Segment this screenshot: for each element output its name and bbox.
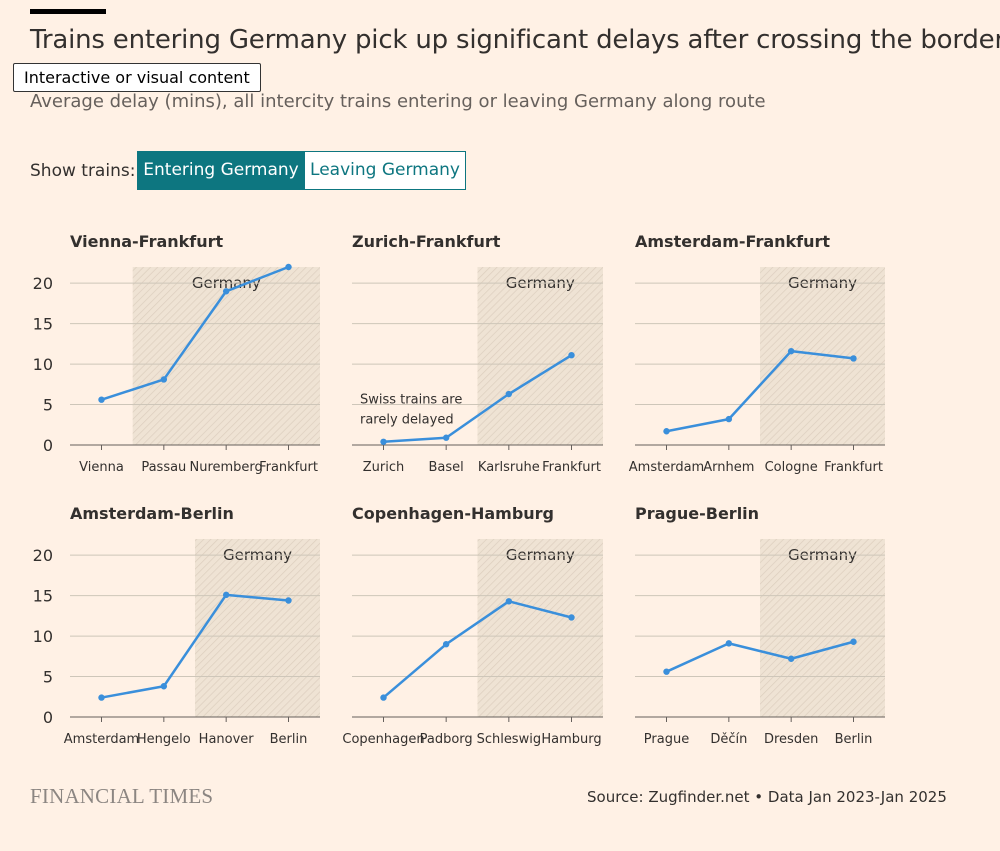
annotation-text: Swiss trains are (360, 393, 462, 408)
data-point (442, 434, 450, 441)
data-point (442, 640, 450, 648)
x-tick-label: Schleswig (477, 732, 542, 747)
y-tick-label: 20 (33, 546, 53, 565)
x-tick-label: Karlsruhe (478, 460, 540, 475)
annotation-text: rarely delayed (360, 413, 454, 428)
series-line (382, 600, 572, 699)
y-tick-label: 5 (43, 396, 53, 415)
x-tick-label: Passau (141, 460, 186, 475)
x-tick-label: Basel (429, 460, 464, 475)
x-tick-label: Frankfurt (824, 460, 883, 475)
data-point (98, 694, 105, 701)
x-tick-label: Zurich (363, 460, 405, 475)
x-tick-label: Nuremberg (190, 460, 263, 475)
x-tick-label: Copenhagen (342, 732, 424, 747)
germany-region (477, 539, 603, 717)
y-tick-label: 5 (43, 668, 53, 687)
y-tick-label: 20 (33, 274, 53, 293)
panel-title: Vienna-Frankfurt (70, 232, 224, 251)
data-point (850, 355, 857, 362)
panel-title: Zurich-Frankfurt (352, 232, 501, 251)
leaving-germany-button[interactable]: Leaving Germany (304, 151, 466, 190)
panel-title: Amsterdam-Frankfurt (635, 232, 830, 251)
germany-region (195, 539, 320, 717)
data-point (285, 263, 292, 271)
data-point (285, 597, 292, 604)
x-tick-label: Frankfurt (259, 460, 318, 475)
germany-region (477, 267, 603, 445)
data-point (222, 591, 230, 599)
y-tick-label: 0 (43, 708, 53, 727)
panel-title: Copenhagen-Hamburg (352, 504, 554, 523)
source-note: Source: Zugfinder.net • Data Jan 2023-Ja… (587, 788, 947, 806)
data-point (380, 694, 387, 701)
series-line (383, 354, 573, 444)
data-point (98, 396, 105, 403)
x-tick-label: Arnhem (703, 460, 754, 475)
x-tick-label: Hanover (199, 732, 255, 747)
x-tick-label: Padborg (420, 732, 473, 747)
data-point (568, 351, 575, 359)
brand-top-bar (30, 9, 106, 14)
chart-subtitle: Average delay (mins), all intercity trai… (30, 91, 766, 112)
data-point (725, 415, 733, 423)
x-tick-label: Cologne (765, 460, 818, 475)
chart-panel-4: Amsterdam-BerlinGermany05101520Amsterdam… (33, 504, 320, 747)
germany-region (132, 267, 320, 445)
x-tick-label: Berlin (270, 732, 308, 747)
x-tick-label: Prague (644, 732, 689, 747)
x-tick-label: Děčín (710, 732, 747, 747)
interactive-content-tooltip: Interactive or visual content (13, 63, 261, 92)
series-line (666, 349, 854, 433)
y-tick-label: 15 (33, 587, 53, 606)
x-tick-label: Amsterdam (629, 460, 704, 475)
data-point (663, 668, 670, 675)
data-point (505, 390, 513, 398)
x-tick-label: Dresden (764, 732, 818, 747)
data-point (787, 655, 795, 662)
data-point (725, 640, 733, 647)
data-point (380, 438, 387, 445)
panel-title: Amsterdam-Berlin (70, 504, 234, 523)
x-tick-label: Hengelo (137, 732, 191, 747)
data-point (222, 288, 230, 295)
panel-title: Prague-Berlin (635, 504, 759, 523)
toggle-label: Show trains: (30, 161, 136, 181)
x-tick-label: Vienna (79, 460, 124, 475)
data-point (787, 347, 795, 355)
x-tick-label: Amsterdam (64, 732, 139, 747)
data-point (160, 376, 168, 383)
data-point (850, 638, 857, 645)
y-tick-label: 10 (33, 627, 53, 646)
data-point (663, 428, 670, 435)
data-point (568, 614, 575, 621)
x-tick-label: Hamburg (541, 732, 601, 747)
x-tick-label: Berlin (835, 732, 873, 747)
chart-title: Trains entering Germany pick up signific… (30, 25, 1000, 55)
x-tick-label: Frankfurt (542, 460, 601, 475)
y-tick-label: 0 (43, 436, 53, 455)
series-line (665, 640, 854, 673)
data-point (505, 598, 513, 605)
y-tick-label: 15 (33, 315, 53, 334)
data-point (160, 683, 168, 690)
series-line (101, 593, 289, 699)
ft-logo: FINANCIAL TIMES (30, 784, 214, 808)
germany-region (760, 539, 885, 717)
chart-panel-5: Copenhagen-HamburgGermanyCopenhagenPadbo… (342, 504, 603, 747)
series-line (101, 265, 289, 401)
entering-germany-button[interactable]: Entering Germany (137, 151, 305, 190)
y-tick-label: 10 (33, 355, 53, 374)
